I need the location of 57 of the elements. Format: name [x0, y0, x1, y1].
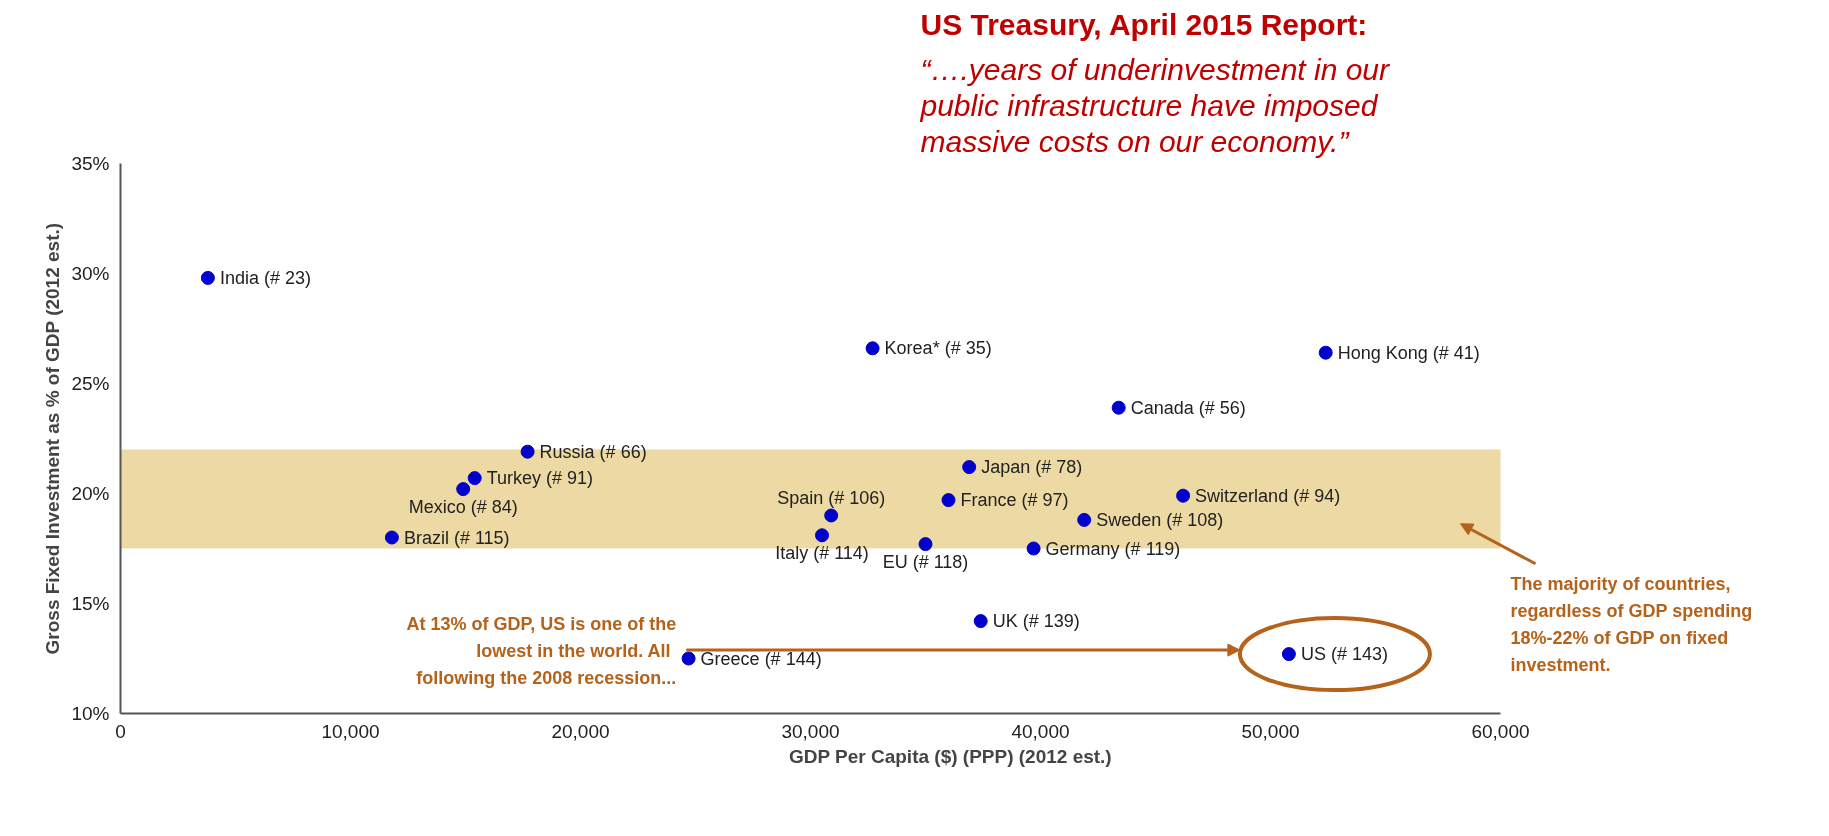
series-label: France (# 97) — [960, 490, 1069, 511]
series-label: Greece (# 144) — [700, 648, 822, 669]
point — [865, 341, 880, 356]
series-label: EU (# 118) — [882, 552, 969, 573]
text: The majority of countries, regardless of GDP spending 18%-22% of GDP on fixed investment. — [1510, 573, 1753, 675]
chart-subtitle: “….years of underinvestment in our public infrastructure have imposed massive costs on our economy.” — [919, 52, 1391, 159]
point — [815, 528, 829, 543]
point — [918, 537, 933, 552]
x-tick-label: 40,000 — [1011, 720, 1070, 742]
series-label: Sweden (# 108) — [1096, 509, 1224, 530]
y-tick-label: 15% — [71, 593, 110, 614]
point — [1318, 345, 1333, 360]
point — [520, 444, 535, 459]
point — [941, 493, 956, 508]
point — [1111, 400, 1126, 415]
y-axis-title: Gross Fixed Investment as % of GDP (2012 est.) — [42, 222, 64, 655]
x-tick-label: 30,000 — [781, 720, 840, 742]
x-tick-label: 60,000 — [1471, 720, 1530, 742]
series-label: Canada (# 56) — [1130, 397, 1246, 418]
x-tick-label: 20,000 — [551, 720, 610, 742]
series-label: Japan (# 78) — [981, 457, 1083, 478]
point — [467, 471, 482, 486]
series-label: Spain (# 106) — [777, 487, 886, 508]
chart-title: US Treasury, April 2015 Report: — [920, 7, 1368, 41]
series-label: Hong Kong (# 41) — [1337, 342, 1480, 363]
point — [456, 482, 471, 497]
x-tick-label: 10,000 — [321, 720, 380, 742]
series-label: UK (# 139) — [992, 611, 1080, 632]
series-label: Germany (# 119) — [1045, 538, 1181, 559]
point — [681, 651, 696, 666]
series-label: Mexico (# 84) — [408, 497, 518, 518]
point — [1176, 488, 1191, 503]
series-label: Korea* (# 35) — [884, 338, 992, 359]
series-label: Russia (# 66) — [539, 441, 647, 462]
y-tick-label: 20% — [71, 483, 110, 504]
point — [973, 614, 988, 629]
point — [384, 530, 399, 545]
point — [962, 460, 977, 475]
y-tick-label: 30% — [71, 263, 110, 284]
point — [1281, 647, 1296, 662]
series-label: Switzerland (# 94) — [1195, 485, 1341, 506]
x-tick-label: 0 — [115, 720, 126, 742]
point — [1077, 512, 1092, 527]
annotation: At 13% of GDP, US is one of the lowest in the world. All following the 2008 recession... — [406, 614, 677, 689]
y-tick-label: 25% — [71, 373, 110, 394]
series-label: US (# 143) — [1300, 644, 1388, 665]
series-label: Italy (# 114) — [775, 543, 869, 564]
y-tick-label: 35% — [71, 153, 110, 174]
point — [200, 270, 215, 285]
point — [1026, 541, 1041, 556]
point — [824, 508, 839, 523]
x-tick-label: 50,000 — [1241, 720, 1300, 742]
series-label: India (# 23) — [219, 267, 311, 288]
x-axis-title: GDP Per Capita ($) (PPP) (2012 est.) — [788, 745, 1112, 767]
series-label: Brazil (# 115) — [403, 527, 510, 548]
y-tick-label: 10% — [71, 703, 110, 724]
series-label: Turkey (# 91) — [486, 468, 594, 489]
